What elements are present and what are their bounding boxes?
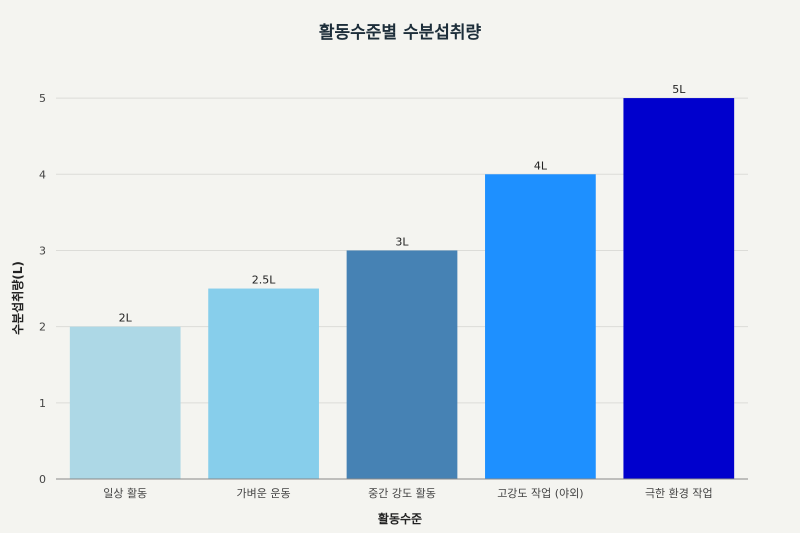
bar: [485, 174, 596, 480]
data-label: 4L: [534, 159, 548, 172]
data-label: 2.5L: [252, 274, 276, 287]
x-tick-label: 중간 강도 활동: [368, 486, 436, 500]
bar: [346, 250, 458, 479]
bar: [69, 326, 181, 479]
bars: [69, 98, 735, 480]
y-tick-label: 0: [39, 473, 46, 486]
data-labels: 2L 2.5L 3L 4L 5L: [119, 83, 687, 325]
y-tick-label: 1: [39, 397, 46, 410]
y-tick-label: 5: [39, 92, 46, 105]
y-tick-label: 3: [39, 244, 46, 257]
x-tick-label: 고강도 작업 (야외): [497, 487, 583, 500]
data-label: 5L: [672, 83, 686, 96]
y-tick-label: 2: [39, 321, 46, 334]
data-label: 3L: [395, 235, 409, 248]
data-label: 2L: [119, 312, 133, 325]
x-tick-label: 일상 활동: [103, 486, 147, 500]
x-tick-label: 극한 환경 작업: [645, 487, 713, 500]
x-axis-ticks: 일상 활동 가벼운 운동 중간 강도 활동 고강도 작업 (야외) 극한 환경 작업: [103, 486, 712, 500]
x-tick-label: 가벼운 운동: [237, 487, 291, 500]
bar: [623, 98, 735, 479]
chart-title: 활동수준별 수분섭취량: [319, 22, 482, 43]
x-axis-title: 활동수준: [378, 511, 422, 526]
bar: [208, 288, 319, 479]
y-axis-ticks: 0 1 2 3 4 5: [39, 92, 46, 486]
y-axis-title: 수분섭취량(L): [10, 261, 25, 335]
y-tick-label: 4: [39, 168, 46, 181]
